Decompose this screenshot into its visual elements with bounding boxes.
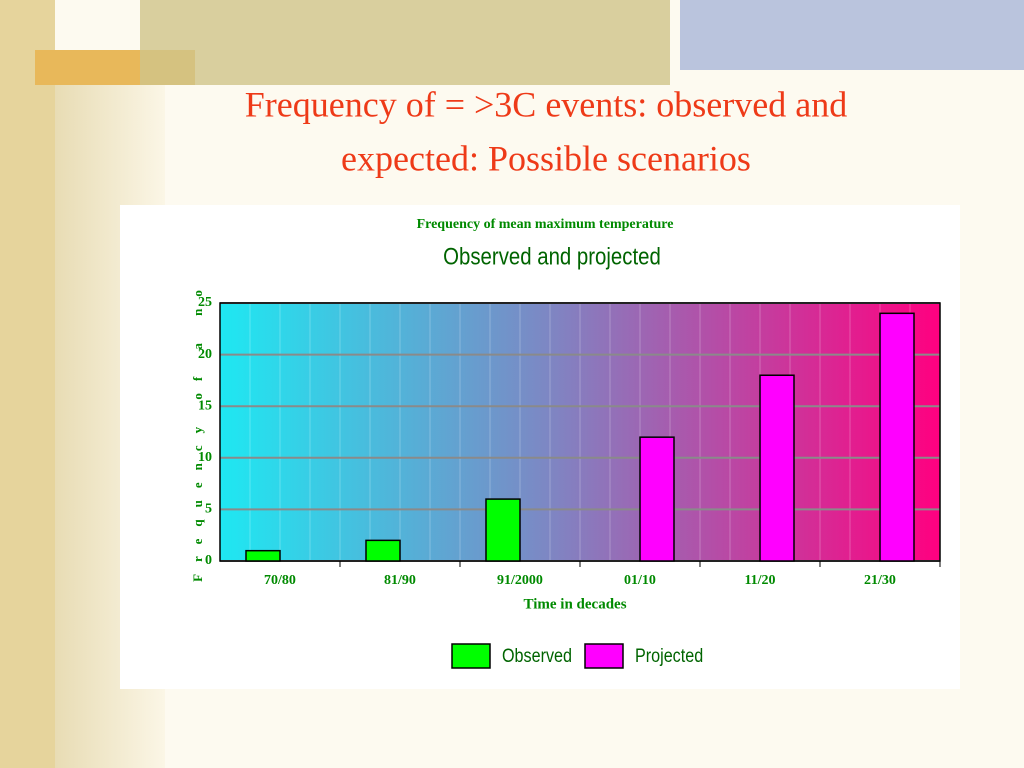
bar xyxy=(879,312,915,562)
y-tick-label: 20 xyxy=(198,347,212,362)
y-tick-label: 5 xyxy=(205,502,212,517)
bar xyxy=(639,436,675,562)
x-tick-label: 70/80 xyxy=(264,573,296,588)
decor xyxy=(140,0,670,85)
legend-swatch xyxy=(584,643,624,669)
x-tick-label: 81/90 xyxy=(384,573,416,588)
bar xyxy=(245,549,281,562)
y-tick-label: 0 xyxy=(205,553,212,568)
decor xyxy=(680,0,1024,70)
slide-title: expected: Possible scenarios xyxy=(341,138,751,178)
y-tick-label: 15 xyxy=(198,398,212,413)
legend-swatch xyxy=(451,643,491,669)
y-tick-label: 10 xyxy=(198,450,212,465)
x-tick-label: 21/30 xyxy=(864,573,896,588)
left-strip xyxy=(0,0,55,768)
legend-label: Projected xyxy=(635,645,703,667)
x-axis-label: Time in decades xyxy=(523,596,626,612)
chart-title: Frequency of mean maximum temperature xyxy=(417,217,674,232)
bar xyxy=(759,374,795,562)
legend-label: Observed xyxy=(502,645,572,667)
x-tick-label: 91/2000 xyxy=(497,573,543,588)
y-axis-label: Frequency of a no xyxy=(190,278,205,582)
x-tick-label: 11/20 xyxy=(744,573,775,588)
bar xyxy=(485,498,521,562)
plot-area xyxy=(220,303,940,561)
slide-title: Frequency of = >3C events: observed and xyxy=(245,84,847,124)
chart-subtitle: Observed and projected xyxy=(443,243,661,270)
x-tick-label: 01/10 xyxy=(624,573,656,588)
bar xyxy=(365,539,401,562)
y-tick-label: 25 xyxy=(198,295,212,310)
